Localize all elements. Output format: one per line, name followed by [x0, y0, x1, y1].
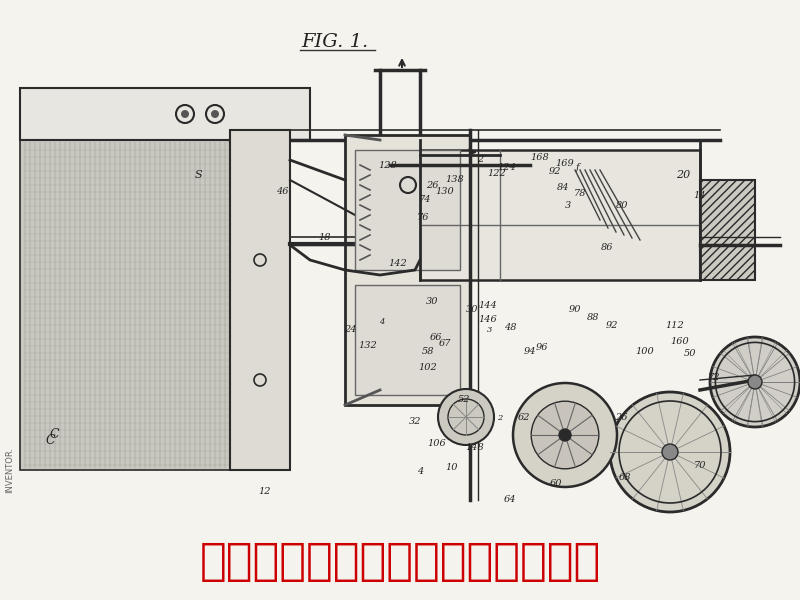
Text: 144: 144	[478, 301, 498, 310]
Polygon shape	[20, 140, 290, 470]
Bar	[230, 130, 290, 470]
Text: 160: 160	[670, 337, 690, 346]
Bar	[700, 180, 755, 280]
Text: 100: 100	[636, 347, 654, 356]
Text: 32: 32	[409, 418, 422, 427]
Text: 84: 84	[557, 182, 570, 191]
Text: S: S	[194, 170, 202, 180]
Text: 46: 46	[276, 187, 288, 196]
Text: 74: 74	[418, 196, 431, 205]
Text: 130: 130	[436, 187, 454, 196]
Text: 106: 106	[428, 439, 446, 449]
Bar	[355, 285, 460, 395]
Text: 70: 70	[694, 461, 706, 469]
Text: 4: 4	[417, 467, 423, 476]
Text: C: C	[50, 428, 60, 441]
Circle shape	[748, 375, 762, 389]
Text: 66: 66	[430, 334, 442, 343]
Text: 50: 50	[684, 349, 696, 358]
Text: 62: 62	[518, 413, 530, 421]
Text: 146: 146	[478, 314, 498, 323]
Text: C: C	[45, 433, 55, 446]
Text: 2: 2	[477, 155, 483, 164]
Text: f: f	[575, 163, 579, 173]
Text: INVENTOR.: INVENTOR.	[6, 447, 14, 493]
Bar	[20, 88, 310, 140]
Circle shape	[211, 110, 219, 118]
Bar	[345, 135, 470, 405]
Text: 3: 3	[487, 326, 493, 334]
Text: 68: 68	[618, 473, 631, 482]
Text: 168: 168	[530, 152, 550, 161]
Text: 80: 80	[616, 200, 628, 209]
Text: 148: 148	[466, 443, 484, 452]
Text: 112: 112	[666, 320, 684, 329]
Text: 128: 128	[378, 160, 398, 169]
Circle shape	[662, 444, 678, 460]
Text: 96: 96	[536, 343, 548, 352]
Text: 26: 26	[426, 181, 438, 190]
Text: 52: 52	[458, 395, 470, 404]
Text: 辉县市鑫达纺织机械配件有限公司: 辉县市鑫达纺织机械配件有限公司	[199, 541, 601, 583]
Text: 20: 20	[676, 170, 690, 180]
Circle shape	[181, 110, 189, 118]
Circle shape	[438, 389, 494, 445]
Text: 76: 76	[417, 214, 430, 223]
Text: 92: 92	[606, 320, 618, 329]
Text: 58: 58	[422, 347, 434, 356]
Text: 60: 60	[550, 479, 562, 488]
Circle shape	[559, 429, 571, 441]
Text: 30': 30'	[466, 304, 481, 313]
Circle shape	[513, 383, 617, 487]
Circle shape	[531, 401, 598, 469]
Text: 78: 78	[574, 190, 586, 199]
Text: 122: 122	[488, 169, 506, 179]
Text: 4: 4	[379, 318, 385, 326]
Text: 94: 94	[524, 347, 536, 356]
Bar	[355, 150, 460, 270]
Text: 92: 92	[549, 167, 562, 176]
Text: 24: 24	[344, 325, 356, 335]
Text: 14: 14	[694, 191, 706, 200]
Bar	[420, 150, 700, 280]
Text: 26: 26	[614, 413, 627, 421]
Text: 64: 64	[504, 496, 516, 505]
Text: 10: 10	[446, 463, 458, 473]
Text: 142: 142	[389, 259, 407, 268]
Text: 72: 72	[708, 373, 720, 383]
Text: 2: 2	[498, 414, 502, 422]
Text: 67: 67	[438, 338, 451, 347]
Text: 138: 138	[446, 175, 464, 185]
Text: 12: 12	[258, 487, 271, 497]
Text: 86: 86	[601, 242, 614, 251]
Text: 124: 124	[498, 163, 516, 173]
Text: 90: 90	[569, 305, 582, 314]
Text: FIG. 1.: FIG. 1.	[302, 33, 369, 51]
Text: 88: 88	[586, 313, 599, 323]
Circle shape	[610, 392, 730, 512]
Text: 132: 132	[358, 340, 378, 349]
Text: 169: 169	[556, 158, 574, 167]
Text: 102: 102	[418, 364, 438, 373]
Circle shape	[710, 337, 800, 427]
Text: 30: 30	[426, 298, 438, 307]
Text: 18: 18	[318, 232, 331, 241]
Text: 48: 48	[504, 323, 516, 332]
Text: 3: 3	[565, 200, 571, 209]
